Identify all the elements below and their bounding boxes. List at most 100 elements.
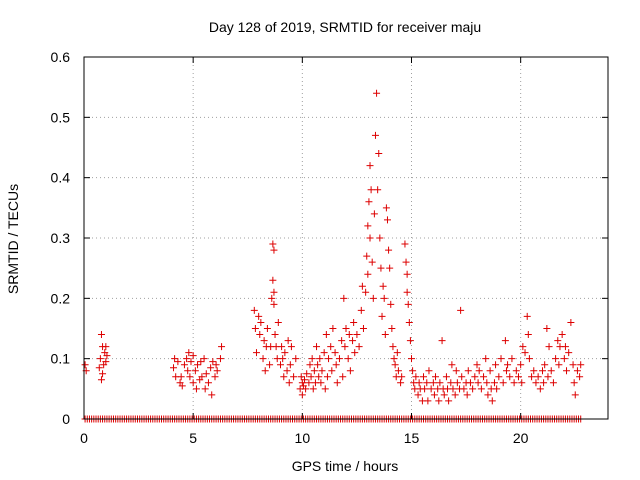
data-point (212, 361, 220, 369)
data-point (528, 373, 536, 381)
data-point (555, 361, 563, 369)
data-point (379, 282, 387, 290)
data-point (504, 361, 512, 369)
data-point (567, 318, 575, 326)
data-point (560, 355, 568, 363)
data-point (447, 379, 455, 387)
x-tick-label: 20 (513, 430, 529, 446)
data-point (449, 385, 457, 393)
data-point (308, 355, 316, 363)
data-point (388, 325, 396, 332)
data-point (364, 222, 372, 230)
data-point (322, 331, 330, 339)
data-point (517, 361, 525, 369)
data-point (432, 373, 440, 381)
data-point (451, 391, 459, 399)
data-point (373, 89, 381, 97)
y-tick-label: 0.5 (51, 109, 71, 125)
data-point (549, 379, 557, 387)
data-point (430, 391, 438, 399)
data-point (357, 306, 365, 314)
data-point (421, 385, 429, 393)
data-point (493, 385, 501, 393)
data-point (285, 379, 293, 387)
data-point (540, 379, 548, 387)
data-point (81, 361, 89, 369)
data-point (174, 358, 182, 366)
data-point (314, 361, 322, 369)
data-point (492, 361, 500, 369)
y-tick-label: 0.3 (51, 230, 71, 246)
plot-frame (83, 56, 609, 420)
data-point (321, 385, 329, 393)
data-point (346, 367, 354, 375)
data-point (394, 367, 402, 375)
data-point (342, 325, 350, 332)
data-point (305, 379, 313, 387)
data-point (365, 198, 373, 206)
data-point (464, 367, 472, 375)
data-point (184, 367, 192, 375)
data-point (355, 343, 363, 351)
data-point (475, 367, 483, 375)
data-point (405, 318, 413, 326)
data-point (257, 318, 265, 326)
data-point (306, 361, 314, 369)
data-point (429, 379, 437, 387)
data-point (359, 325, 367, 332)
data-point (209, 358, 217, 366)
data-point (97, 331, 105, 339)
data-point (351, 349, 359, 357)
data-point (191, 367, 199, 375)
data-point (318, 367, 326, 375)
data-point (96, 355, 104, 363)
data-point (368, 258, 376, 266)
data-point (398, 373, 406, 381)
data-point (401, 240, 409, 248)
data-point (370, 210, 378, 218)
data-point (284, 337, 292, 345)
data-point (333, 379, 341, 387)
data-point (445, 397, 453, 405)
data-point (412, 373, 420, 381)
data-point (495, 373, 503, 381)
data-point (99, 370, 107, 378)
data-point (536, 385, 544, 393)
data-point (380, 294, 388, 302)
data-point (561, 343, 569, 351)
y-tick-label: 0.1 (51, 351, 71, 367)
data-point (486, 367, 494, 375)
data-point (544, 373, 552, 381)
data-point (547, 367, 555, 375)
grid-lines (84, 57, 608, 419)
data-point (292, 355, 300, 363)
data-point (260, 337, 268, 345)
data-point (269, 276, 277, 284)
data-point (471, 373, 479, 381)
data-point (290, 373, 298, 381)
data-point (313, 343, 321, 351)
data-point (460, 385, 468, 393)
data-point (303, 370, 311, 378)
data-point (186, 373, 194, 381)
data-point (402, 258, 410, 266)
data-point (463, 391, 471, 399)
data-point (320, 349, 328, 357)
data-point (406, 337, 414, 345)
data-point (263, 325, 271, 332)
data-point (381, 331, 389, 339)
data-point (316, 355, 324, 363)
chart-title: Day 128 of 2019, SRMTID for receiver maj… (209, 19, 481, 35)
data-point (201, 385, 209, 393)
data-point (554, 337, 562, 345)
data-point (211, 373, 219, 381)
data-point (376, 234, 384, 242)
data-point (383, 216, 391, 224)
data-point (473, 361, 481, 369)
data-point (327, 343, 335, 351)
data-point (340, 294, 348, 302)
data-point (377, 264, 385, 272)
data-point (576, 373, 584, 381)
data-point (261, 367, 269, 375)
